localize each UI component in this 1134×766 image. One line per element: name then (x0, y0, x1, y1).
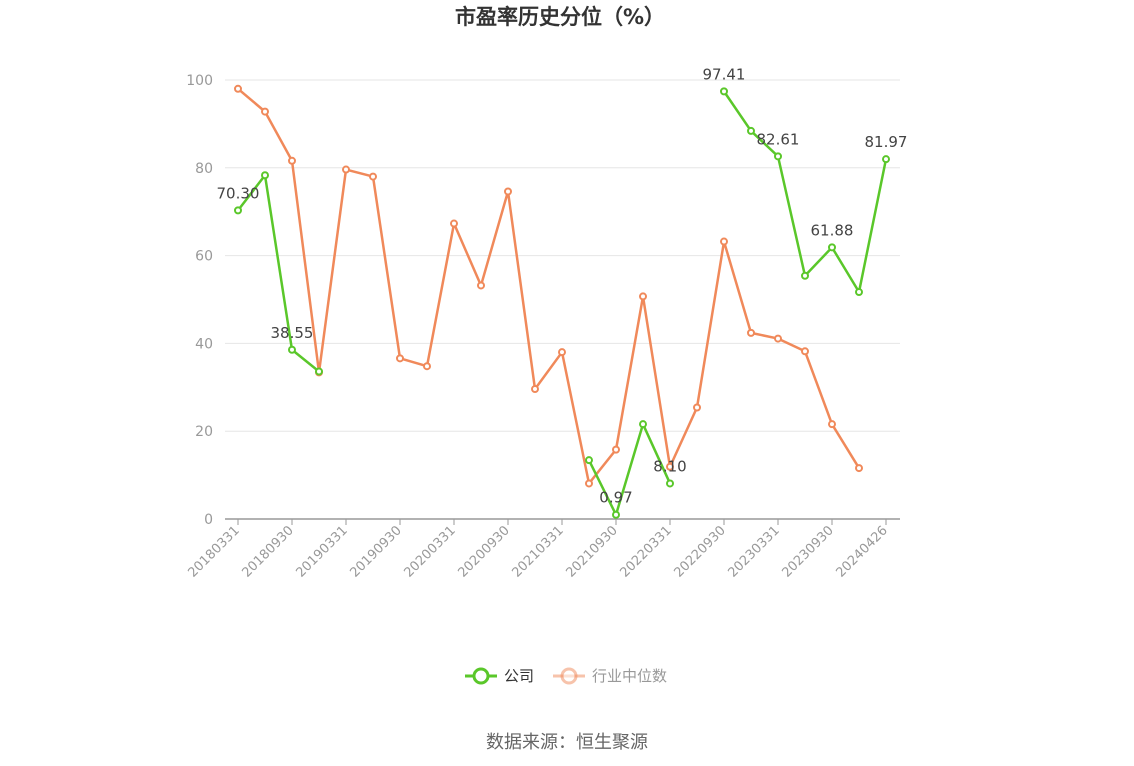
x-tick-label: 20190331 (293, 523, 350, 580)
data-point (801, 271, 809, 280)
data-label: 0.97 (599, 489, 632, 507)
data-point (882, 155, 890, 164)
x-tick-label: 20240426 (833, 523, 890, 580)
data-point (828, 243, 836, 252)
data-point (828, 420, 836, 429)
legend[interactable]: 公司 行业中位数 (465, 667, 667, 685)
data-point (288, 345, 296, 354)
data-point (504, 187, 512, 196)
series-line (237, 174, 320, 373)
data-point (477, 281, 485, 290)
series-line (587, 422, 672, 516)
legend-marker (560, 667, 578, 685)
data-point (342, 165, 350, 174)
x-tick-label: 20180331 (185, 523, 242, 580)
series-line (237, 87, 861, 485)
data-point (720, 87, 728, 96)
data-point (639, 292, 647, 301)
data-point (396, 354, 404, 363)
x-tick-label: 20230331 (725, 523, 782, 580)
legend-marker (472, 667, 490, 685)
data-point (855, 464, 863, 473)
data-point (585, 479, 593, 488)
data-point (234, 84, 242, 93)
legend-item-company[interactable]: 公司 (465, 667, 534, 685)
data-point (531, 385, 539, 394)
y-tick-label: 0 (204, 512, 213, 528)
legend-label: 行业中位数 (592, 667, 667, 685)
x-tick-label: 20220930 (671, 523, 728, 580)
data-point (747, 126, 755, 135)
y-axis: 0 20 40 60 80 100 (186, 73, 213, 528)
data-point (585, 456, 593, 465)
data-point (288, 156, 296, 165)
x-tick-label: 20180930 (239, 523, 296, 580)
data-point (747, 328, 755, 337)
data-point (261, 107, 269, 116)
data-point (369, 172, 377, 181)
data-label: 70.30 (217, 184, 260, 202)
data-label: 81.97 (865, 133, 908, 151)
data-point (720, 237, 728, 246)
chart-title: 市盈率历史分位（%） (455, 5, 665, 29)
x-tick-label: 20220331 (617, 523, 674, 580)
x-tick-label: 20190930 (347, 523, 404, 580)
data-point (261, 171, 269, 180)
series-layer (234, 84, 890, 519)
data-label: 8.10 (653, 457, 686, 475)
data-label: 38.55 (271, 324, 314, 342)
data-point (450, 219, 458, 228)
data-point (855, 288, 863, 297)
data-point (666, 479, 674, 488)
data-point (774, 152, 782, 161)
y-tick-label: 40 (195, 336, 213, 352)
data-point (558, 348, 566, 357)
series-company (234, 87, 890, 519)
series-line (722, 90, 888, 294)
data-label: 82.61 (757, 130, 800, 148)
data-label: 97.41 (703, 65, 746, 83)
x-axis: 2018033120180930201903312019093020200331… (185, 518, 900, 581)
data-point (774, 334, 782, 343)
data-point (666, 462, 674, 471)
data-point (693, 403, 701, 412)
data-point (639, 420, 647, 429)
series-industry-median (234, 84, 863, 488)
x-tick-label: 20210331 (509, 523, 566, 580)
data-point (234, 206, 242, 215)
x-tick-label: 20210930 (563, 523, 620, 580)
data-point (612, 445, 620, 454)
x-tick-label: 20200331 (401, 523, 458, 580)
data-point (315, 367, 323, 376)
legend-item-industry-median[interactable]: 行业中位数 (553, 667, 667, 685)
y-tick-label: 80 (195, 161, 213, 177)
data-point (801, 347, 809, 356)
data-label: 61.88 (811, 221, 854, 239)
x-tick-label: 20230930 (779, 523, 836, 580)
data-point (612, 510, 620, 519)
y-tick-label: 20 (195, 424, 213, 440)
x-tick-label: 20200930 (455, 523, 512, 580)
data-labels: 70.30 38.55 0.97 8.10 97.41 82.61 61.88 81.97 (217, 65, 908, 506)
source-note: 数据来源：恒生聚源 (486, 732, 648, 753)
y-tick-label: 60 (195, 249, 213, 265)
legend-label: 公司 (504, 667, 534, 685)
y-tick-label: 100 (186, 73, 213, 89)
data-point (423, 362, 431, 371)
